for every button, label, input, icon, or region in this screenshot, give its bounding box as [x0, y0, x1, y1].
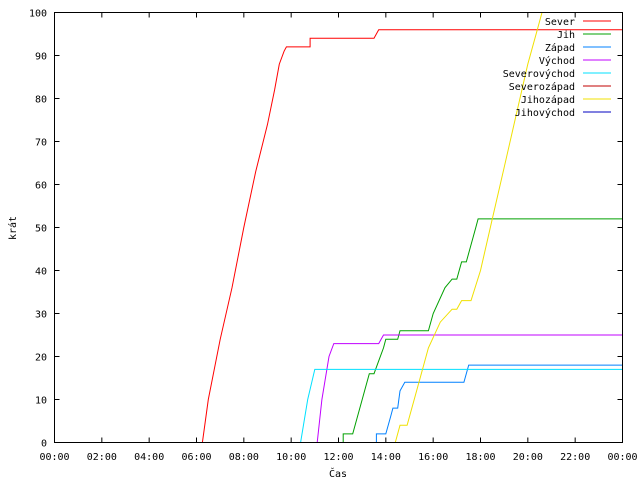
x-tick-label: 00:00	[39, 452, 69, 463]
legend-label: Severozápad	[509, 81, 575, 93]
y-tick-label: 40	[35, 267, 47, 278]
x-tick-label: 14:00	[371, 452, 401, 463]
x-tick-label: 00:00	[607, 452, 637, 463]
y-tick-label: 90	[35, 52, 47, 63]
y-tick-label: 10	[35, 396, 47, 407]
x-tick-label: 18:00	[465, 452, 495, 463]
y-tick-label: 50	[35, 224, 47, 235]
x-tick-label: 04:00	[134, 452, 164, 463]
x-tick-label: 02:00	[87, 452, 117, 463]
y-tick-label: 30	[35, 310, 47, 321]
legend-label: Jihozápad	[521, 94, 575, 106]
x-tick-label: 22:00	[560, 452, 590, 463]
x-tick-label: 12:00	[323, 452, 353, 463]
y-tick-label: 70	[35, 138, 47, 149]
series-line-2	[54, 364, 623, 443]
legend-label: Východ	[539, 55, 575, 67]
legend-label: Severovýchod	[503, 68, 575, 80]
y-axis-label: krát	[7, 216, 19, 240]
legend: Sever JihZápadVýchodSeverovýchodSeverozáp…	[503, 17, 611, 119]
y-tick-label: 20	[35, 353, 47, 364]
legend-label: Jih	[557, 30, 575, 41]
y-tick-label: 80	[35, 95, 47, 106]
y-tick-label: 100	[29, 9, 47, 20]
legend-label: Jihovýchod	[515, 107, 575, 119]
x-axis-label: Čas	[329, 467, 347, 480]
legend-label: Západ	[545, 42, 575, 54]
x-tick-label: 16:00	[418, 452, 448, 463]
y-tick-label: 60	[35, 181, 47, 192]
axis-ticks: 00:00 02:00 04:00 06:00 08:00 10:00 12:00 14:00…	[29, 9, 638, 464]
x-tick-label: 20:00	[513, 452, 543, 463]
plot-lines	[54, 12, 623, 443]
x-tick-label: 08:00	[229, 452, 259, 463]
x-tick-label: 06:00	[181, 452, 211, 463]
x-tick-label: 10:00	[276, 452, 306, 463]
series-line-6	[54, 12, 543, 443]
series-line-0	[54, 29, 623, 443]
legend-label: Sever	[545, 17, 575, 28]
series-line-1	[54, 218, 623, 443]
series-line-4	[54, 368, 623, 443]
series-line-3	[54, 334, 623, 443]
y-tick-label: 0	[41, 439, 47, 450]
